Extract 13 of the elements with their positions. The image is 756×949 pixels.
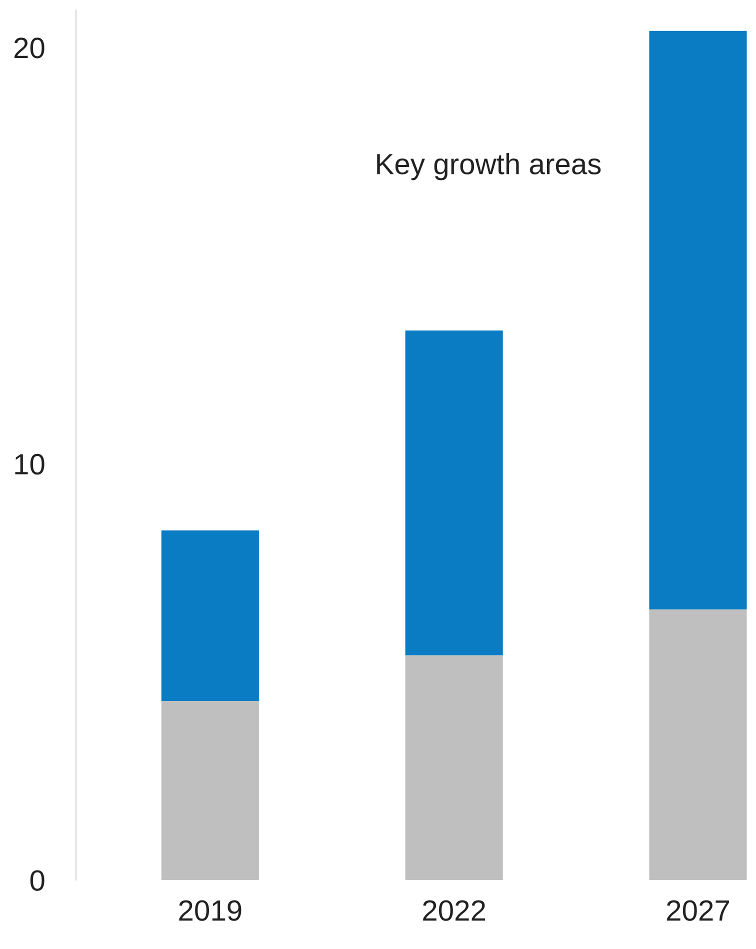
x-tick-label: 2027 [667,900,729,921]
y-tick-label: 20 [14,38,44,58]
bar [161,701,259,880]
bar [405,330,503,656]
bar [161,530,259,702]
bar [649,609,747,880]
bar [649,30,747,610]
x-tick-label: 2022 [423,900,486,921]
y-tick-label: 10 [15,454,44,475]
x-tick-label: 2019 [179,900,242,921]
series-label: Key growth areas [377,153,601,180]
bar [405,655,503,880]
y-tick-label: 0 [30,870,44,891]
